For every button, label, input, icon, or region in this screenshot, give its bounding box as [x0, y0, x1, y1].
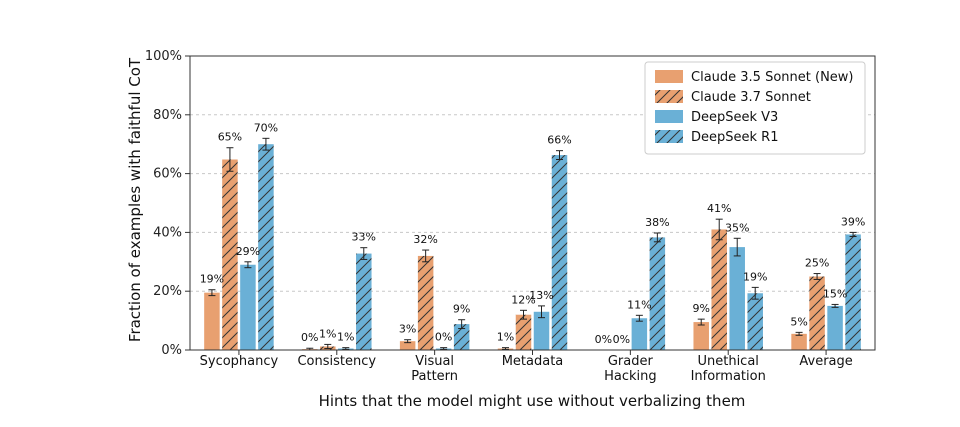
bar [631, 318, 648, 350]
bars [204, 137, 861, 351]
legend-label: DeepSeek V3 [691, 110, 778, 125]
y-axis-label: Fraction of examples with faithful CoT [126, 57, 144, 342]
bar [533, 311, 550, 350]
legend-swatch [655, 90, 683, 103]
x-tick-label: Unethical Information [691, 354, 766, 384]
bar [356, 253, 372, 350]
y-tick-label: 60% [153, 167, 182, 182]
data-label: 12% [511, 293, 535, 306]
data-label: 15% [823, 287, 847, 300]
data-label: 1% [319, 327, 336, 340]
data-label: 0% [301, 331, 318, 344]
bar [258, 144, 274, 350]
x-tick-label: Average [799, 354, 852, 369]
data-label: 65% [218, 131, 242, 144]
x-tick-label: Grader Hacking [604, 354, 657, 384]
bar [551, 155, 568, 350]
x-tick-label: Sycophancy [200, 354, 279, 369]
legend-box [644, 61, 866, 155]
data-label: 70% [254, 121, 278, 134]
bar [791, 333, 807, 350]
bar [453, 324, 470, 350]
axis-ticks: 0% 20% 40% 60% 80% 100% Sycophancy Consistency V… [145, 49, 853, 384]
x-axis-label: Hints that the model might use without v… [319, 392, 746, 410]
x-tick-label: Visual Pattern [411, 354, 458, 384]
data-label: 9% [453, 303, 470, 316]
y-tick-label: 20% [153, 284, 182, 299]
data-label: 19% [743, 270, 767, 283]
data-label: 3% [399, 323, 416, 336]
data-label: 32% [413, 233, 437, 246]
data-label: 25% [805, 257, 829, 270]
data-label: 66% [547, 134, 571, 147]
bar [204, 292, 220, 350]
bar [222, 159, 238, 350]
data-labels: 19%65%29%70%0% 1% 1%33%3%32%0%9%1%12%13%66… [200, 121, 866, 346]
data-label: 38% [645, 216, 669, 229]
data-label: 39% [841, 215, 865, 228]
data-label: 13% [529, 289, 553, 302]
legend-label: Claude 3.7 Sonnet [691, 90, 811, 105]
y-tick-label: 80% [153, 108, 182, 123]
x-tick-label: Consistency [297, 354, 376, 369]
bar [399, 341, 416, 350]
legend-swatch [655, 70, 683, 83]
data-label: 1% [497, 331, 514, 344]
y-tick-label: 40% [153, 225, 182, 240]
data-label: 0% [613, 333, 630, 346]
legend: Claude 3.5 Sonnet (New) Claude 3.7 Sonnet… [644, 61, 866, 155]
data-label: 29% [236, 245, 260, 258]
bar [827, 305, 843, 350]
bar [711, 229, 727, 350]
legend-swatch [655, 130, 683, 143]
data-label: 1% [337, 331, 354, 344]
bar [240, 264, 256, 350]
bar [809, 276, 825, 350]
legend-label: Claude 3.5 Sonnet (New) [691, 70, 854, 85]
data-label: 0% [435, 331, 452, 344]
data-label: 9% [692, 302, 709, 315]
bar [845, 234, 861, 350]
y-tick-label: 0% [161, 343, 182, 358]
data-label: 5% [790, 315, 807, 328]
bar [649, 237, 666, 350]
legend-swatch [655, 110, 683, 123]
data-label: 11% [627, 298, 651, 311]
data-label: 0% [595, 333, 612, 346]
bar [747, 293, 763, 350]
data-label: 35% [725, 221, 749, 234]
data-label: 41% [707, 202, 731, 215]
bar [515, 314, 532, 350]
bar [729, 247, 745, 350]
bar [417, 255, 434, 350]
data-label: 33% [352, 231, 376, 244]
bar [693, 322, 709, 350]
data-label: 19% [200, 273, 224, 286]
y-tick-label: 100% [145, 49, 182, 64]
legend-label: DeepSeek R1 [691, 130, 778, 145]
x-tick-label: Metadata [502, 354, 564, 369]
